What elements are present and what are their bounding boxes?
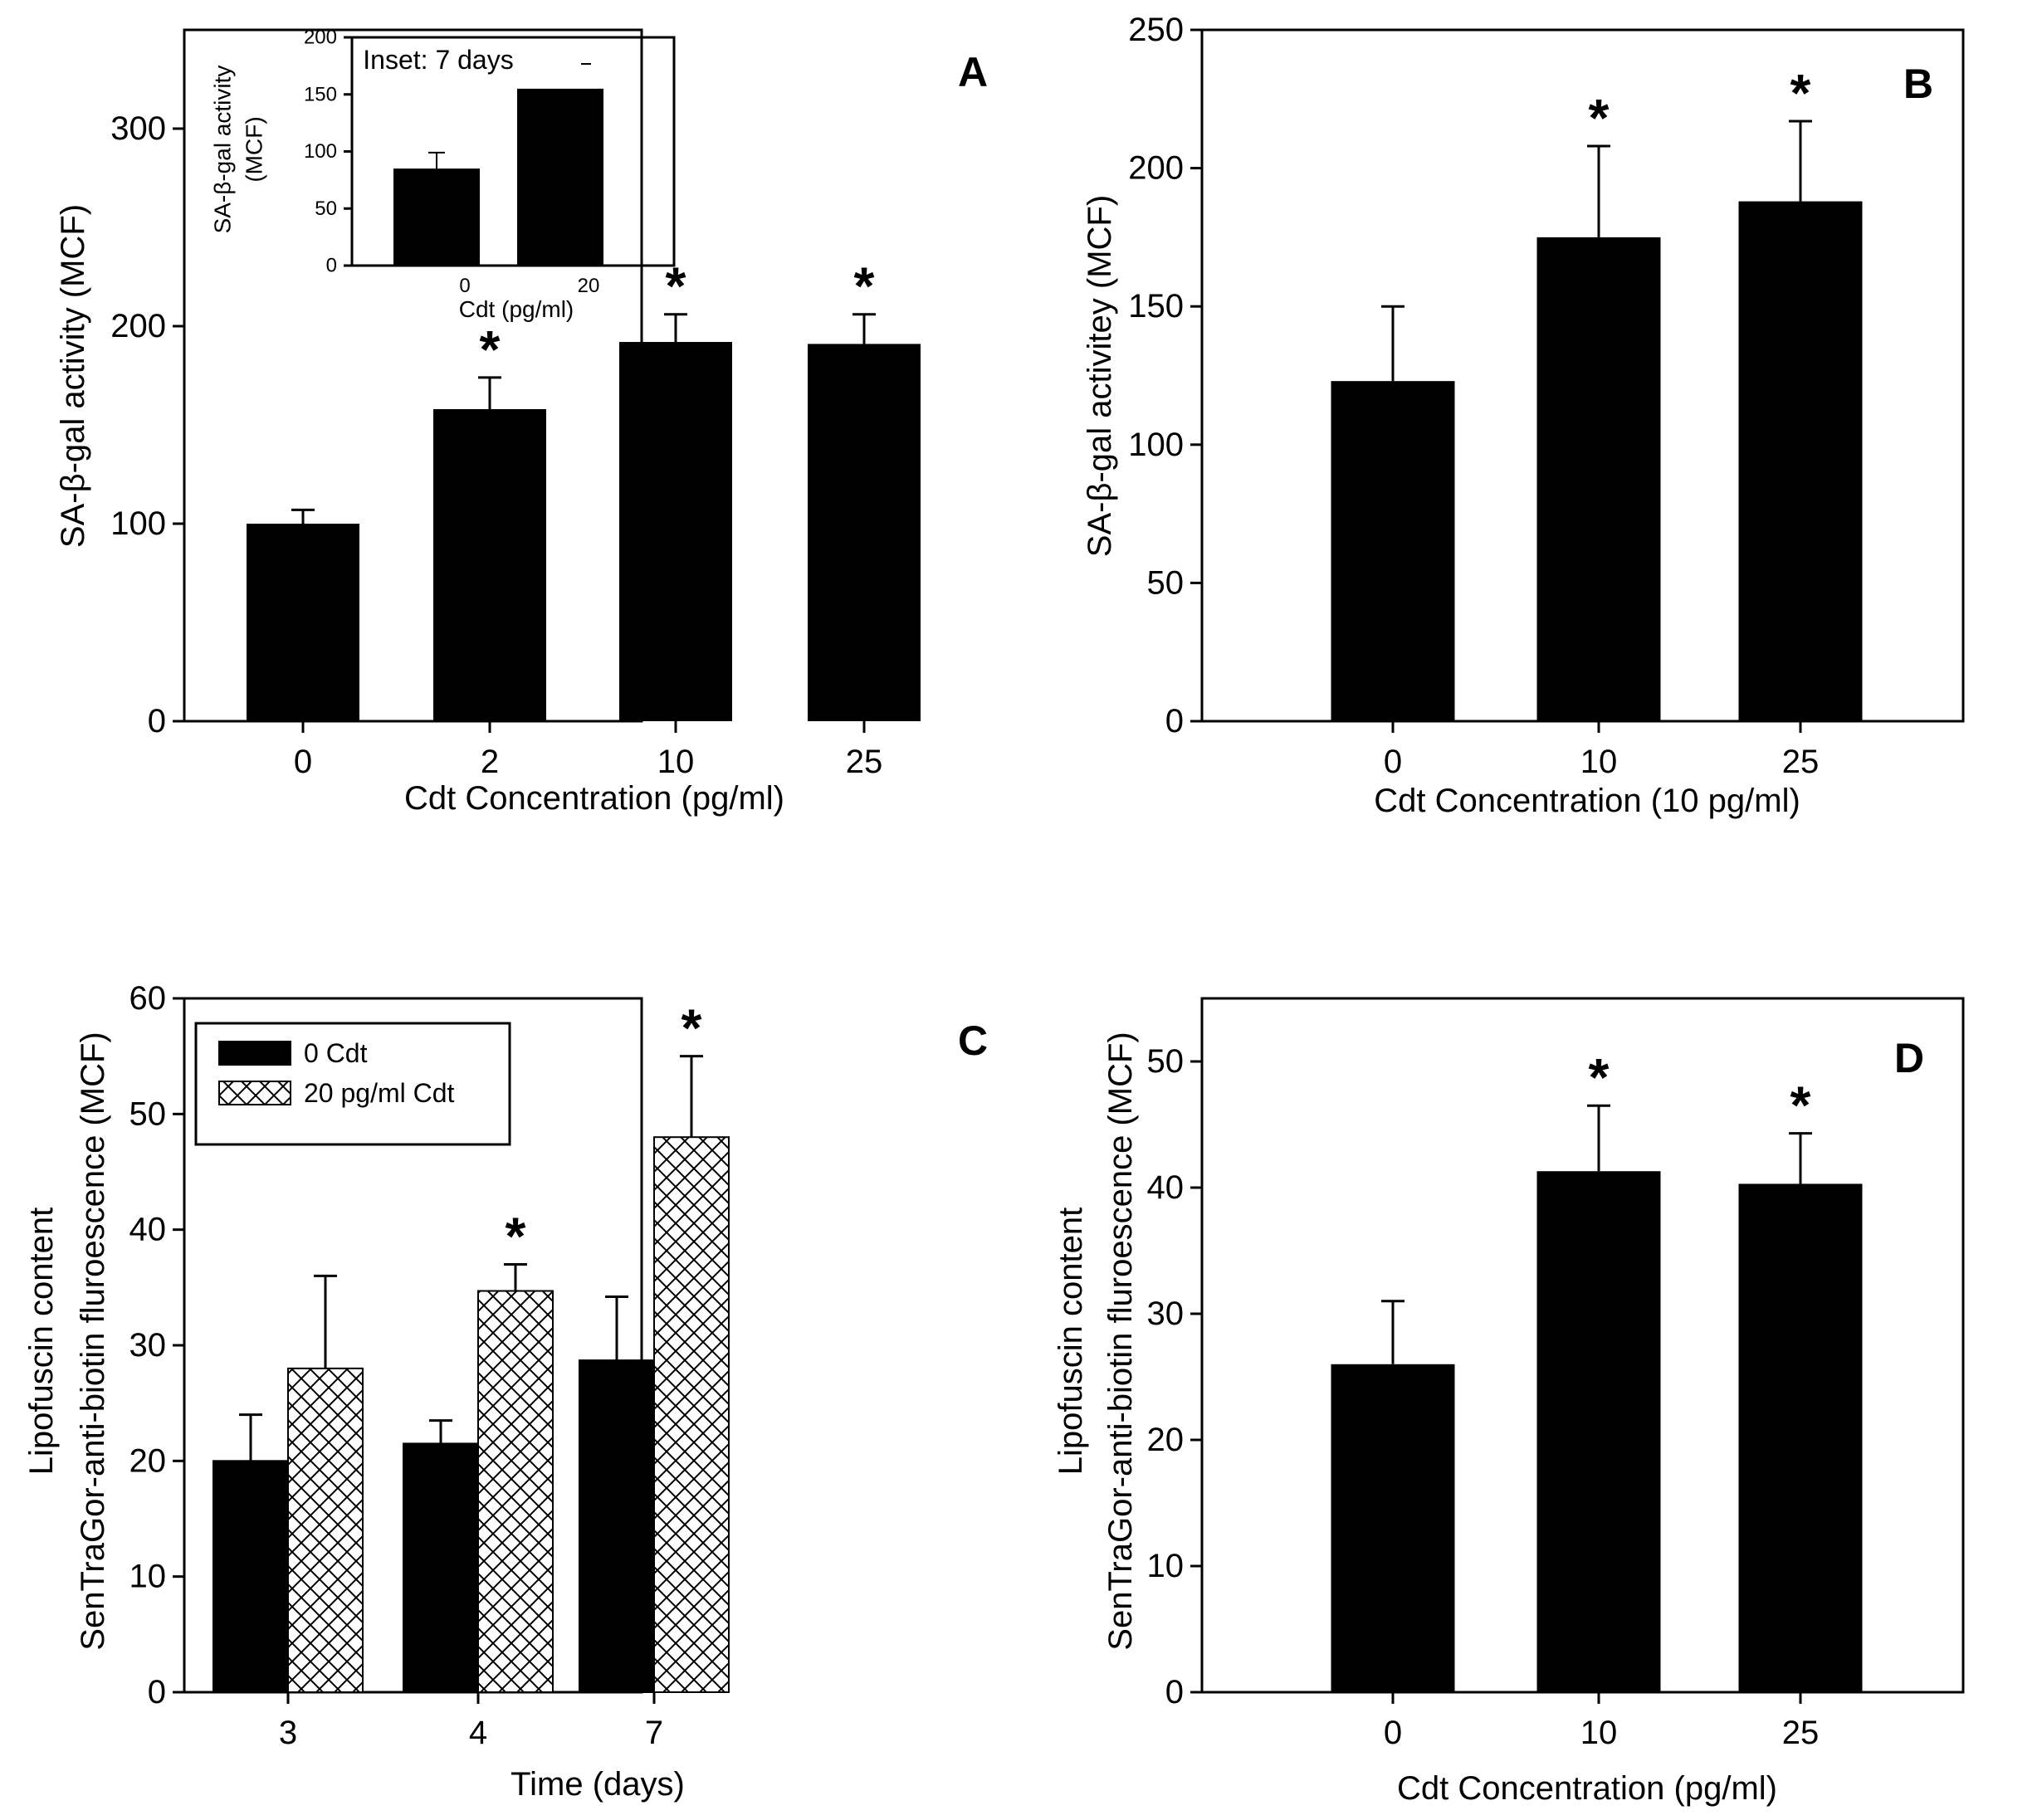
panel-d-bar bbox=[1536, 1171, 1661, 1692]
panel-c-xtick-label: 4 bbox=[469, 1715, 487, 1751]
panel-c-ytick-label: 60 bbox=[129, 980, 167, 1017]
panel-a-ytick-label: 0 bbox=[148, 703, 166, 739]
panel-c-ytick-label: 50 bbox=[129, 1095, 167, 1132]
panel-a-ytick-label: 300 bbox=[110, 110, 166, 147]
panel-a-significance-star: * bbox=[854, 256, 875, 316]
panel-a-xtick-label: 0 bbox=[294, 744, 312, 780]
panel-a-inset-title: Inset: 7 days bbox=[363, 45, 513, 75]
panel-b-x-axis-title: Cdt Concentration (10 pg/ml) bbox=[1374, 783, 1800, 819]
panel-b-ytick-label: 200 bbox=[1128, 150, 1184, 187]
panel-b-ytick-label: 150 bbox=[1128, 288, 1184, 324]
panel-d-ytick-label: 40 bbox=[1147, 1169, 1185, 1206]
panel-a-label: A bbox=[958, 49, 988, 95]
panel-c-ytick-label: 40 bbox=[129, 1212, 167, 1248]
panel-d-significance-star: * bbox=[1790, 1076, 1811, 1135]
panel-c-significance-star: * bbox=[506, 1206, 526, 1266]
panel-a-inset-xtick-label: 0 bbox=[459, 275, 470, 297]
panel-a-inset-xtick-label: 20 bbox=[578, 275, 600, 297]
panel-a-inset-y-axis-title-line2: (MCF) bbox=[242, 116, 267, 182]
panel-d-ytick-label: 10 bbox=[1147, 1548, 1185, 1584]
panel-a-bar bbox=[247, 524, 359, 721]
panel-c: 0 10 20 30 40 50 60 3 * 4 * 7 0 Cdt 20 pg/ml Cdt C Time… bbox=[23, 980, 988, 1803]
panel-a-inset-ytick-label: 0 bbox=[326, 255, 337, 277]
panel-a-inset-ytick-label: 200 bbox=[304, 27, 337, 49]
panel-d-ytick-label: 20 bbox=[1147, 1422, 1185, 1458]
panel-c-bar-series-1 bbox=[213, 1460, 289, 1694]
panel-c-bar-series-1 bbox=[579, 1359, 655, 1693]
panel-a-ytick-label: 100 bbox=[110, 505, 166, 542]
panel-d-significance-star: * bbox=[1589, 1047, 1610, 1107]
panel-d-bar bbox=[1331, 1364, 1455, 1692]
panel-c-legend-swatch-2 bbox=[218, 1081, 291, 1105]
panel-d-ytick-label: 30 bbox=[1147, 1295, 1185, 1332]
panel-a-inset-bar bbox=[393, 168, 480, 266]
panel-a-inset: 0 50 100 150 200 0 20 Inset: 7 days Cdt (pg/ml) S… bbox=[210, 27, 676, 322]
panel-c-bar-series-2 bbox=[653, 1136, 730, 1693]
panel-c-xtick-label: 3 bbox=[279, 1715, 297, 1751]
panel-a-inset-bar bbox=[517, 88, 603, 266]
panel-b: 0 50 100 150 200 250 0 * 10 * 25 B Cdt Concentration… bbox=[1082, 12, 1965, 819]
panel-c-ytick-label: 0 bbox=[148, 1674, 166, 1710]
panel-a-inset-ytick-label: 100 bbox=[304, 140, 337, 163]
panel-c-significance-star: * bbox=[681, 998, 702, 1058]
panel-d-y-axis-title-line1: Lipofuscin content bbox=[1053, 1208, 1089, 1475]
panel-c-y-axis-title-line1: Lipofuscin content bbox=[23, 1208, 60, 1475]
panel-b-ytick-label: 250 bbox=[1128, 12, 1184, 48]
panel-c-xtick-label: 7 bbox=[645, 1715, 663, 1751]
panel-c-ytick-label: 20 bbox=[129, 1442, 167, 1479]
panel-c-legend-label-1: 0 Cdt bbox=[304, 1038, 368, 1068]
panel-b-significance-star: * bbox=[1790, 63, 1811, 123]
panel-d-xtick-label: 25 bbox=[1782, 1715, 1820, 1751]
panel-d-y-axis-title-line2: SenTraGor-anti-biotin fluroescence (MCF) bbox=[1102, 1032, 1139, 1650]
panel-c-legend-swatch-1 bbox=[218, 1041, 291, 1066]
panel-a-xtick-label: 2 bbox=[481, 744, 499, 780]
panel-c-bar-series-1 bbox=[403, 1442, 479, 1694]
panel-a-y-axis-title: SA-β-gal activity (MCF) bbox=[55, 204, 91, 548]
panel-b-ytick-label: 0 bbox=[1165, 703, 1184, 739]
panel-a-bar bbox=[433, 408, 546, 721]
panel-d-label: D bbox=[1894, 1035, 1924, 1081]
panel-c-label: C bbox=[958, 1017, 988, 1064]
panel-b-bar bbox=[1536, 237, 1661, 721]
panel-d-ytick-label: 50 bbox=[1147, 1043, 1185, 1080]
panel-d-xtick-label: 0 bbox=[1384, 1715, 1402, 1751]
panel-c-ytick-label: 30 bbox=[129, 1327, 167, 1364]
panel-b-y-axis-title: SA-β-gal activitey (MCF) bbox=[1082, 195, 1118, 557]
panel-a-inset-ytick-label: 150 bbox=[304, 83, 337, 105]
panel-c-legend-label-2: 20 pg/ml Cdt bbox=[304, 1078, 455, 1108]
panel-b-ytick-label: 100 bbox=[1128, 427, 1184, 463]
panel-d-ytick-label: 0 bbox=[1165, 1674, 1184, 1710]
panel-b-xtick-label: 10 bbox=[1580, 744, 1618, 780]
panel-a-xtick-label: 10 bbox=[657, 744, 695, 780]
panel-a-xtick-label: 25 bbox=[846, 744, 883, 780]
panel-a-inset-ytick-label: 50 bbox=[315, 198, 337, 220]
panel-c-ytick-label: 10 bbox=[129, 1559, 167, 1595]
panel-b-label: B bbox=[1903, 61, 1933, 107]
panel-b-xtick-label: 0 bbox=[1384, 744, 1402, 780]
panel-c-bar-series-2 bbox=[287, 1367, 364, 1694]
panel-d-x-axis-title: Cdt Concentration (pg/ml) bbox=[1397, 1770, 1777, 1807]
panel-d-xtick-label: 10 bbox=[1580, 1715, 1618, 1751]
panel-a-inset-x-axis-title: Cdt (pg/ml) bbox=[459, 296, 574, 322]
panel-b-xtick-label: 25 bbox=[1782, 744, 1820, 780]
panel-a-bar bbox=[808, 344, 921, 721]
panel-a-x-axis-title: Cdt Concentration (pg/ml) bbox=[404, 780, 784, 817]
panel-a-inset-y-axis-title-line1: SA-β-gal activity bbox=[210, 66, 236, 234]
panel-a-ytick-label: 200 bbox=[110, 308, 166, 344]
panel-c-y-axis-title-line2: SenTraGor-anti-biotin fluroescence (MCF) bbox=[75, 1032, 111, 1650]
panel-b-significance-star: * bbox=[1589, 88, 1610, 148]
panel-c-bar-series-2 bbox=[477, 1290, 554, 1693]
panel-d-bar bbox=[1738, 1183, 1863, 1692]
panel-c-x-axis-title: Time (days) bbox=[510, 1766, 685, 1803]
panel-a-bar bbox=[619, 342, 732, 721]
panel-b-ytick-label: 50 bbox=[1147, 564, 1185, 601]
panel-a-significance-star: * bbox=[480, 320, 501, 379]
panel-b-bar bbox=[1331, 381, 1455, 721]
panel-b-bar bbox=[1738, 201, 1863, 722]
panel-c-legend: 0 Cdt 20 pg/ml Cdt bbox=[194, 1022, 511, 1146]
panel-d: 0 10 20 30 40 50 0 * 10 * 25 D Cdt Concentration (pg… bbox=[1053, 997, 1965, 1807]
